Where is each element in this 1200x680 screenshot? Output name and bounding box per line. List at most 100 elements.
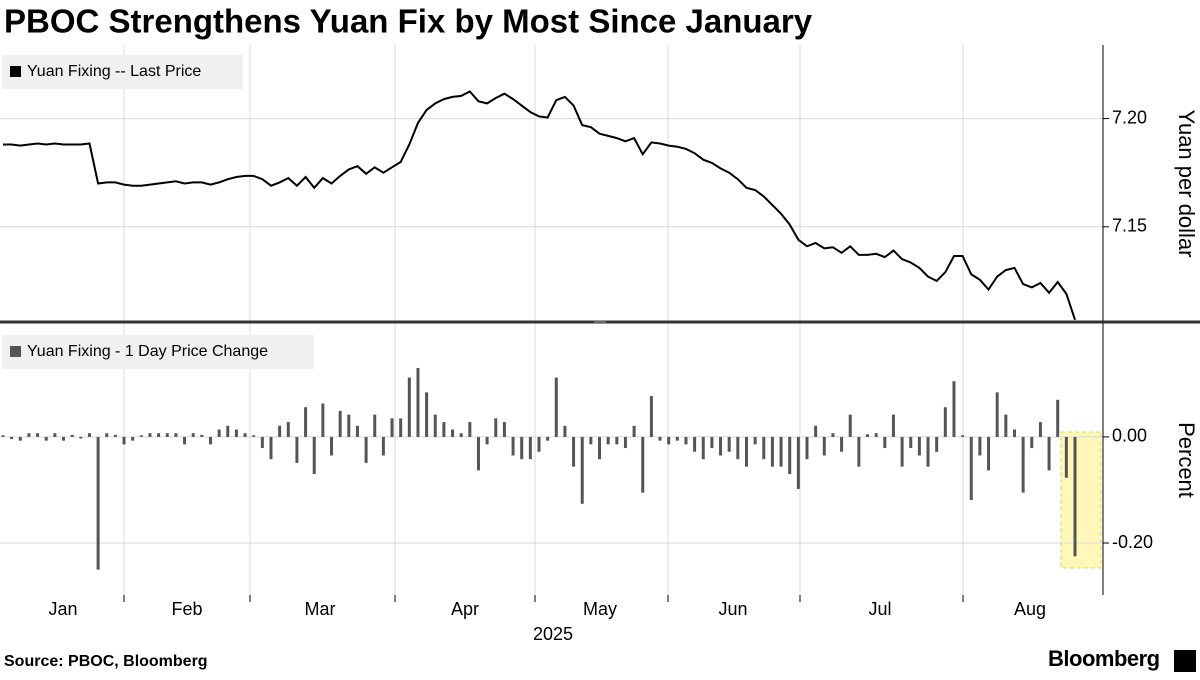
bar (615, 436, 619, 445)
bar (511, 436, 515, 456)
bar (269, 436, 273, 460)
bar (874, 433, 878, 437)
bar (822, 436, 826, 456)
bar (113, 434, 117, 437)
legend-swatch (10, 66, 21, 77)
bar (18, 436, 22, 441)
bar (987, 436, 991, 471)
bar (589, 436, 593, 445)
bar (909, 436, 913, 449)
bar (1073, 436, 1077, 557)
bar (623, 436, 627, 449)
y-tick-label: -0.20 (1112, 532, 1153, 552)
bar (44, 436, 48, 441)
bar (831, 433, 835, 437)
price-line (3, 90, 1076, 321)
bar (208, 436, 212, 445)
bar (693, 436, 697, 452)
bar (148, 433, 152, 437)
bar (355, 425, 359, 437)
bar (1004, 414, 1008, 437)
bar (295, 436, 299, 463)
bar (502, 422, 506, 437)
bar (234, 429, 238, 437)
bar (425, 392, 429, 437)
bar (79, 436, 83, 439)
bar (580, 436, 584, 504)
bar (347, 414, 351, 437)
x-tick-label: Aug (1014, 599, 1046, 619)
legend-box (2, 335, 314, 369)
bar (814, 425, 818, 437)
bar (675, 436, 679, 441)
bar (537, 436, 541, 452)
bar (321, 403, 325, 437)
bar (736, 436, 740, 460)
bar (684, 436, 688, 445)
bar (917, 436, 921, 456)
bar (857, 436, 861, 467)
bar (520, 436, 524, 460)
bar (36, 433, 40, 437)
bar (788, 436, 792, 475)
legend-swatch (10, 346, 21, 357)
bar (191, 433, 195, 437)
bar (883, 436, 887, 449)
bar (762, 436, 766, 460)
bar (442, 422, 446, 437)
bar (710, 436, 714, 449)
bar (1021, 436, 1025, 493)
bar (70, 434, 74, 437)
bar (330, 436, 334, 456)
bar (1064, 436, 1068, 478)
bar (183, 436, 187, 445)
legend-box (2, 55, 243, 89)
bar (554, 377, 558, 437)
bar (900, 436, 904, 467)
bar (891, 414, 895, 437)
bar (744, 436, 748, 467)
bar (926, 436, 930, 467)
bar (632, 425, 636, 437)
bar (105, 433, 109, 437)
bar (286, 422, 290, 437)
bar (476, 436, 480, 471)
source: Source: PBOC, Bloomberg (4, 653, 208, 670)
bar (278, 425, 282, 437)
bar (1012, 429, 1016, 437)
bar (840, 436, 844, 452)
x-tick-label: Mar (305, 599, 336, 619)
bar (390, 418, 394, 437)
bar (96, 436, 100, 570)
x-axis-title: 2025 (533, 624, 573, 644)
bar (122, 436, 126, 445)
bar (1056, 399, 1060, 437)
legend-label: Yuan Fixing -- Last Price (27, 63, 201, 80)
bar (364, 436, 368, 463)
bar (649, 396, 653, 437)
bar (53, 433, 57, 437)
bar (494, 418, 498, 437)
bar (312, 436, 316, 475)
bar (952, 381, 956, 437)
bar (641, 436, 645, 493)
bar (485, 436, 489, 445)
bar (407, 377, 411, 437)
bar (701, 436, 705, 460)
bar (338, 410, 342, 437)
brand: Bloomberg (1048, 646, 1160, 671)
bar (157, 433, 161, 437)
bar (139, 435, 143, 437)
bar (373, 414, 377, 437)
bar (667, 436, 671, 445)
chart-title: PBOC Strengthens Yuan Fix by Most Since … (4, 3, 813, 40)
bar (606, 436, 610, 445)
bar (546, 436, 550, 441)
bar (260, 436, 264, 449)
bar (381, 436, 385, 456)
bar (468, 422, 472, 437)
bar (719, 436, 723, 456)
brand-icon (1174, 650, 1196, 672)
y-tick-label: 0.00 (1112, 426, 1147, 446)
